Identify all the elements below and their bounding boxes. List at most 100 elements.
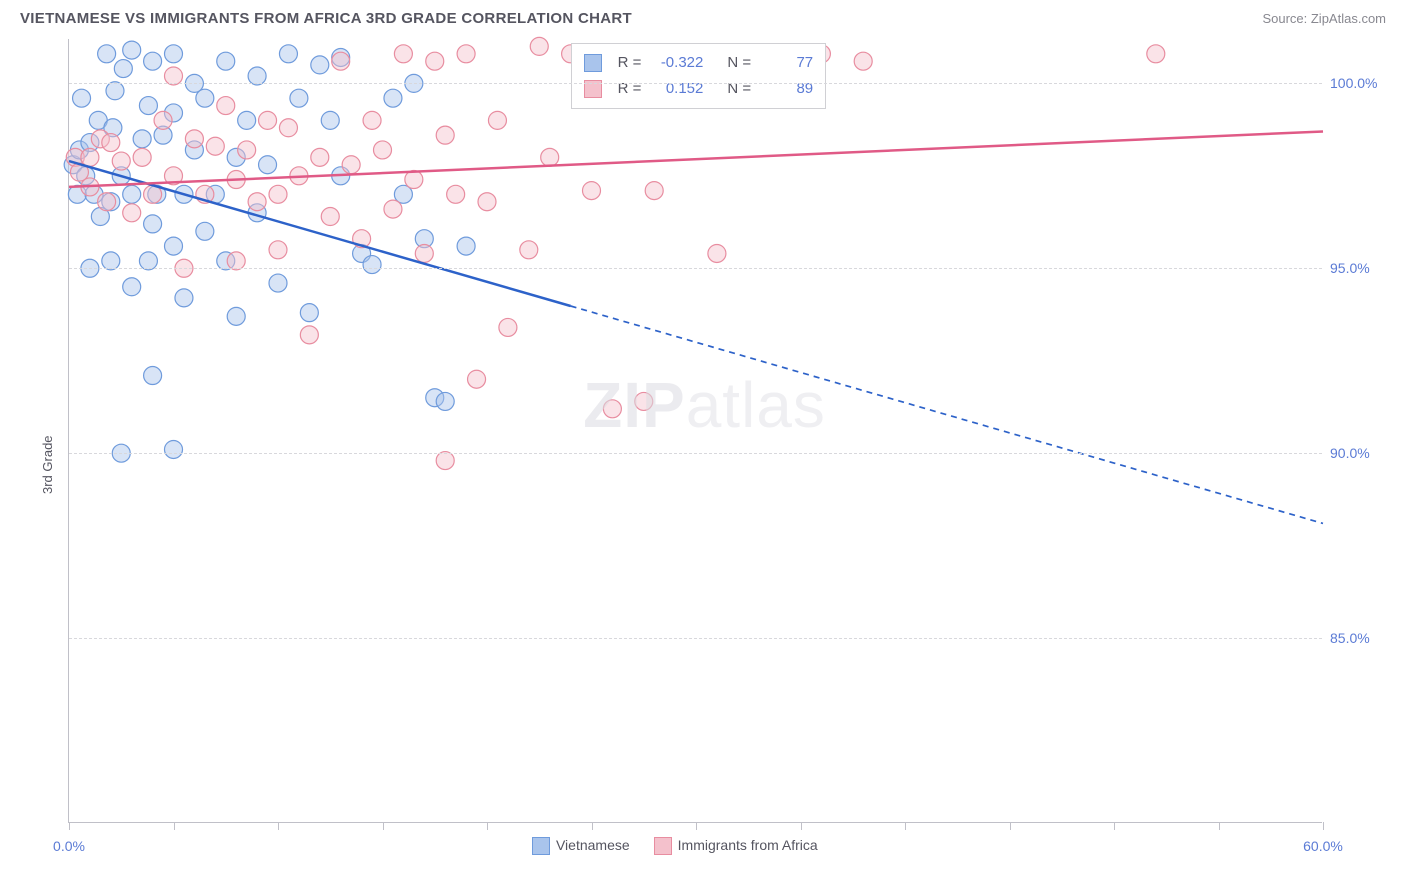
stat-n-value: 89 bbox=[761, 76, 813, 102]
vietnamese-point bbox=[144, 52, 162, 70]
x-tick-label: 0.0% bbox=[53, 838, 85, 854]
vietnamese-point bbox=[279, 45, 297, 63]
africa-point bbox=[1147, 45, 1165, 63]
vietnamese-point bbox=[227, 307, 245, 325]
x-tick bbox=[905, 822, 906, 830]
africa-point bbox=[405, 171, 423, 189]
vietnamese-point bbox=[165, 237, 183, 255]
vietnamese-point bbox=[290, 89, 308, 107]
africa-point bbox=[123, 204, 141, 222]
africa-point bbox=[854, 52, 872, 70]
africa-point bbox=[520, 241, 538, 259]
legend-item: Immigrants from Africa bbox=[654, 837, 818, 855]
africa-point bbox=[374, 141, 392, 159]
africa-point bbox=[488, 111, 506, 129]
x-tick bbox=[278, 822, 279, 830]
vietnamese-point bbox=[248, 67, 266, 85]
africa-point bbox=[279, 119, 297, 137]
legend-item: Vietnamese bbox=[532, 837, 630, 855]
stat-r-label: R = bbox=[618, 50, 642, 76]
vietnamese-point bbox=[165, 45, 183, 63]
africa-point bbox=[154, 111, 172, 129]
stat-r-value: -0.322 bbox=[651, 50, 703, 76]
legend-label: Vietnamese bbox=[556, 837, 630, 853]
x-tick bbox=[696, 822, 697, 830]
africa-point bbox=[217, 97, 235, 115]
stat-n-label: N = bbox=[727, 50, 751, 76]
x-tick bbox=[487, 822, 488, 830]
vietnamese-point bbox=[144, 367, 162, 385]
source-attribution: Source: ZipAtlas.com bbox=[1262, 11, 1386, 26]
africa-point bbox=[603, 400, 621, 418]
legend-swatch-icon bbox=[654, 837, 672, 855]
africa-point bbox=[436, 126, 454, 144]
vietnamese-point bbox=[98, 45, 116, 63]
africa-point bbox=[363, 111, 381, 129]
stat-n-label: N = bbox=[727, 76, 751, 102]
africa-point bbox=[342, 156, 360, 174]
vietnamese-point bbox=[106, 82, 124, 100]
vietnamese-point bbox=[196, 89, 214, 107]
africa-point bbox=[300, 326, 318, 344]
africa-point bbox=[259, 111, 277, 129]
vietnamese-point bbox=[436, 392, 454, 410]
africa-point bbox=[468, 370, 486, 388]
legend-label: Immigrants from Africa bbox=[678, 837, 818, 853]
africa-point bbox=[227, 252, 245, 270]
africa-point bbox=[332, 52, 350, 70]
vietnamese-point bbox=[144, 215, 162, 233]
x-tick bbox=[69, 822, 70, 830]
vietnamese-trendline-dashed bbox=[571, 306, 1323, 523]
africa-point bbox=[248, 193, 266, 211]
africa-trendline bbox=[69, 131, 1323, 186]
vietnamese-point bbox=[259, 156, 277, 174]
x-tick bbox=[801, 822, 802, 830]
africa-point bbox=[415, 244, 433, 262]
africa-point bbox=[478, 193, 496, 211]
x-tick bbox=[174, 822, 175, 830]
africa-point bbox=[112, 152, 130, 170]
africa-point bbox=[269, 185, 287, 203]
vietnamese-swatch-icon bbox=[584, 54, 602, 72]
vietnamese-point bbox=[384, 89, 402, 107]
vietnamese-point bbox=[73, 89, 91, 107]
africa-point bbox=[102, 134, 120, 152]
africa-point bbox=[321, 208, 339, 226]
x-tick bbox=[1010, 822, 1011, 830]
y-tick-label: 100.0% bbox=[1330, 75, 1394, 91]
africa-point bbox=[583, 182, 601, 200]
x-tick bbox=[383, 822, 384, 830]
africa-point bbox=[185, 130, 203, 148]
africa-point bbox=[81, 148, 99, 166]
vietnamese-point bbox=[175, 289, 193, 307]
africa-point bbox=[436, 452, 454, 470]
x-tick-label: 60.0% bbox=[1303, 838, 1343, 854]
y-tick-label: 90.0% bbox=[1330, 445, 1394, 461]
vietnamese-point bbox=[269, 274, 287, 292]
vietnamese-point bbox=[196, 222, 214, 240]
vietnamese-point bbox=[133, 130, 151, 148]
vietnamese-point bbox=[300, 304, 318, 322]
africa-point bbox=[133, 148, 151, 166]
stat-r-label: R = bbox=[618, 76, 642, 102]
africa-point bbox=[457, 45, 475, 63]
africa-point bbox=[384, 200, 402, 218]
africa-point bbox=[426, 52, 444, 70]
africa-point bbox=[645, 182, 663, 200]
vietnamese-point bbox=[123, 41, 141, 59]
africa-point bbox=[541, 148, 559, 166]
africa-point bbox=[447, 185, 465, 203]
gridline-h bbox=[69, 268, 1322, 269]
africa-point bbox=[165, 67, 183, 85]
africa-point bbox=[238, 141, 256, 159]
vietnamese-point bbox=[139, 252, 157, 270]
stat-r-value: 0.152 bbox=[651, 76, 703, 102]
gridline-h bbox=[69, 638, 1322, 639]
gridline-h bbox=[69, 83, 1322, 84]
vietnamese-point bbox=[139, 97, 157, 115]
africa-point bbox=[635, 392, 653, 410]
vietnamese-point bbox=[311, 56, 329, 74]
vietnamese-point bbox=[114, 60, 132, 78]
bottom-legend: Vietnamese Immigrants from Africa bbox=[532, 837, 818, 855]
vietnamese-point bbox=[238, 111, 256, 129]
